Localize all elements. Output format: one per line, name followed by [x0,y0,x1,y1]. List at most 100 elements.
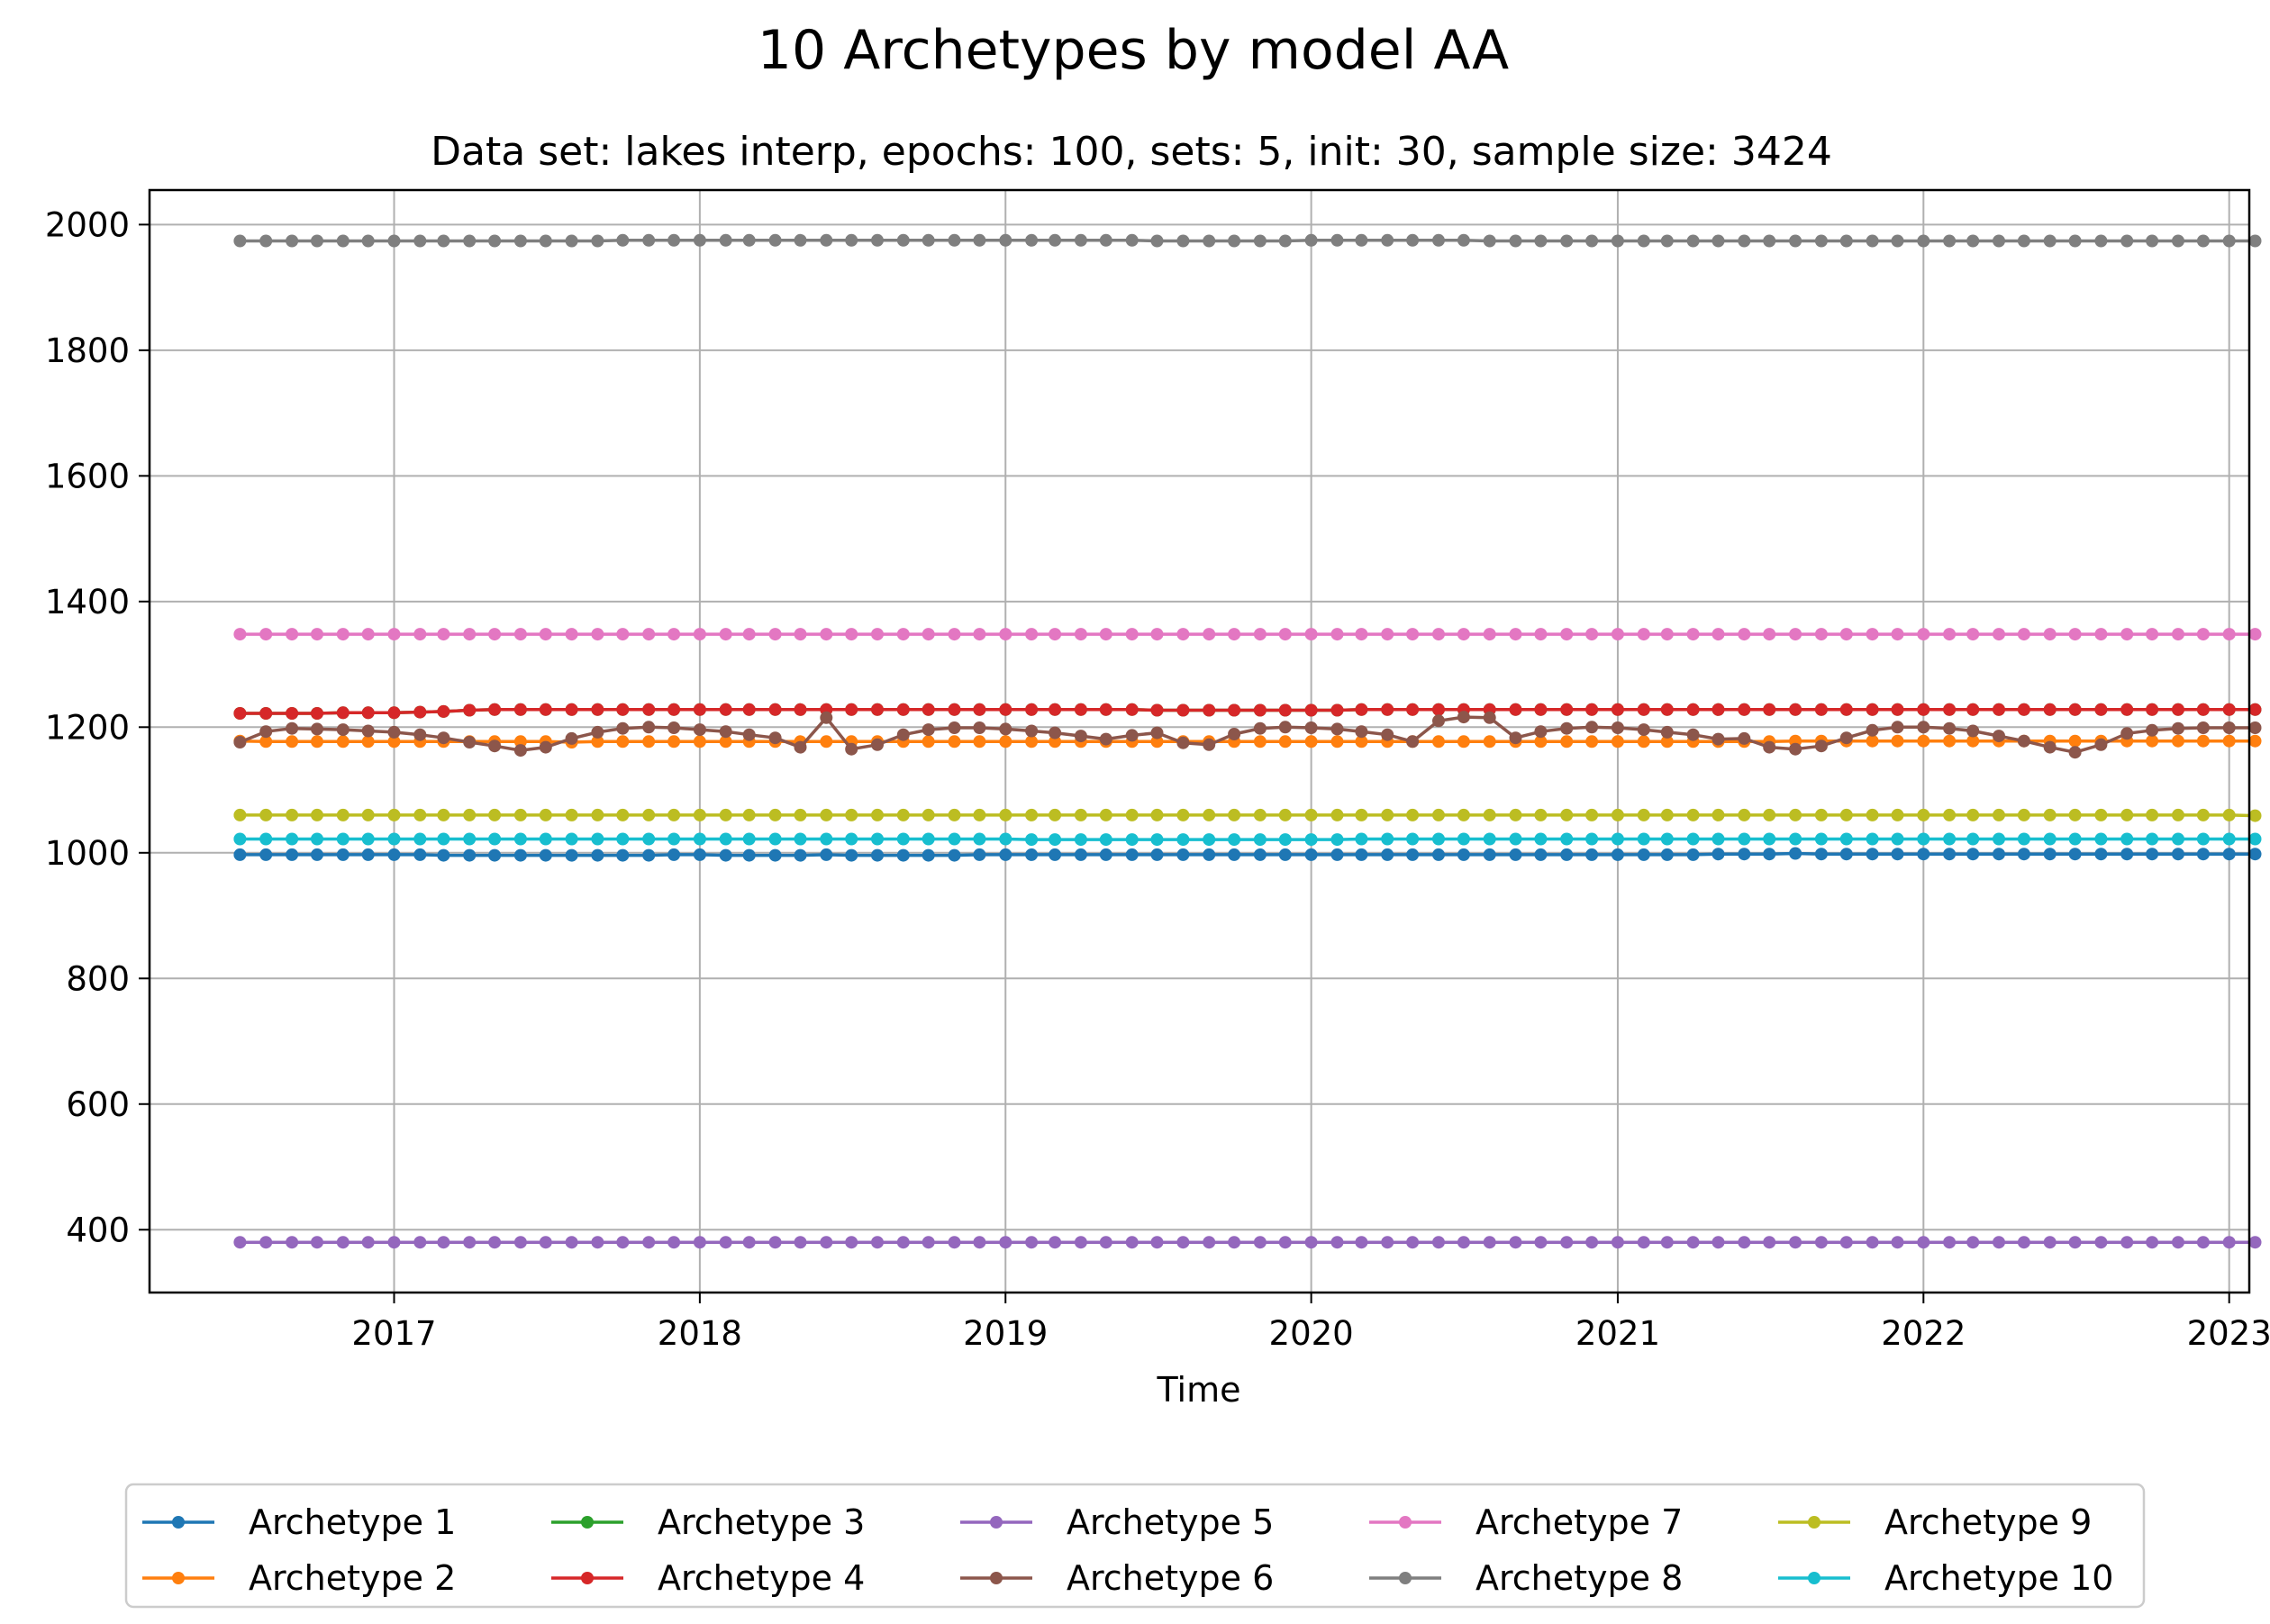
series-7-point-9 [437,628,450,641]
series-6-point-23 [794,740,807,754]
series-5-point-13 [539,1236,552,1249]
series-10-point-75 [2120,832,2134,846]
series-9-point-4 [311,808,323,821]
series-7-point-23 [794,628,807,641]
series-1-point-73 [2068,848,2082,861]
series-1-point-31 [999,848,1012,861]
series-5 [233,1236,2262,1249]
series-7-point-49 [1457,628,1470,641]
series-7-point-70 [1993,628,2005,641]
series-9-point-16 [616,808,630,821]
series-10-point-51 [1509,832,1522,846]
series-4-point-74 [2094,703,2108,716]
series-10-point-57 [1660,832,1674,846]
series-5-point-12 [513,1236,527,1249]
series-1-point-45 [1355,848,1368,861]
series-6-point-75 [2120,727,2134,740]
series-1-point-6 [361,848,375,861]
series-6-point-1 [233,736,247,748]
series-6-point-56 [1637,723,1650,737]
series-7-point-72 [2043,628,2057,641]
series-4-point-46 [1381,703,1394,716]
series-9-point-32 [1025,808,1039,821]
series-7-point-54 [1585,628,1599,641]
series-9-point-54 [1585,808,1599,821]
series-5-point-68 [1943,1236,1957,1249]
series-10-point-70 [1993,832,2005,846]
legend-item-8: Archetype 8 [1369,1558,1683,1598]
series-7-point-32 [1025,628,1039,641]
series-5-point-71 [2017,1236,2030,1249]
series-5-point-9 [437,1236,450,1249]
series-8-point-59 [1712,234,1725,248]
series-4-point-37 [1150,703,1164,717]
series-1-point-34 [1074,848,1087,861]
series-7-point-44 [1330,628,1344,641]
y-tick-label-1000: 1000 [45,834,130,873]
series-2-point-33 [1049,735,1062,748]
series-4-point-26 [871,703,884,716]
series-6-point-73 [2068,746,2082,759]
series-5-point-24 [820,1236,833,1249]
series-5-point-72 [2043,1236,2057,1249]
series-2-point-49 [1457,735,1470,748]
series-6-point-39 [1203,738,1216,751]
series-6-point-41 [1253,721,1267,735]
series-4-point-66 [1891,703,1904,716]
series-6-point-32 [1025,724,1039,738]
series-8-point-51 [1509,234,1522,248]
series-10-point-10 [463,832,477,846]
series-9-point-2 [259,808,273,821]
series-2-point-76 [2146,734,2159,748]
series-6-point-26 [871,738,884,751]
series-9-point-45 [1355,808,1368,821]
series-1-point-55 [1611,848,1624,861]
legend-marker-3 [581,1516,594,1529]
series-10-point-17 [642,832,656,846]
series-6-point-78 [2196,721,2210,734]
series-7-point-24 [820,628,833,641]
series-6-point-46 [1381,728,1394,741]
series-9-point-31 [999,808,1012,821]
series-5-point-77 [2172,1236,2184,1249]
series-10-point-33 [1049,833,1062,847]
series-10-point-14 [565,832,578,846]
series-4-point-5 [336,706,350,720]
series-6-point-40 [1228,728,1241,740]
series-10-point-15 [591,832,604,846]
series-9-point-39 [1203,808,1216,821]
series-8-point-52 [1534,234,1548,248]
series-6-point-69 [1966,724,1980,738]
series-6-point-79 [2222,721,2236,734]
x-tick-label-2018: 2018 [658,1314,742,1353]
series-2-point-53 [1560,735,1574,748]
series-9-point-25 [845,808,858,821]
series-6-point-31 [999,722,1012,736]
series-7-point-75 [2120,628,2134,641]
series-4-point-21 [742,703,756,716]
series-5-point-48 [1432,1236,1445,1249]
series-8-point-41 [1253,234,1267,248]
series-2-point-50 [1483,735,1496,748]
series-4-point-59 [1712,703,1725,716]
series-9-point-76 [2146,808,2159,821]
series-1-point-56 [1637,848,1650,861]
series-9-point-18 [667,808,681,821]
series-8-point-76 [2146,234,2159,248]
series-5-point-44 [1330,1236,1344,1249]
series-7-point-19 [693,628,706,641]
series-2-point-19 [693,735,706,748]
series-8-point-78 [2196,234,2210,248]
series-9-point-22 [768,808,782,821]
series-8-point-65 [1866,234,1879,248]
legend-label-7: Archetype 7 [1476,1502,1683,1542]
series-10-point-48 [1432,832,1445,846]
y-tick-label-600: 600 [66,1085,130,1124]
series-6-point-30 [973,721,986,734]
series-6-point-24 [820,711,833,724]
series-5-point-73 [2068,1236,2082,1249]
series-6-point-72 [2043,740,2057,754]
series-7-point-73 [2068,628,2082,641]
series-9-point-7 [387,808,401,821]
legend-item-4: Archetype 4 [551,1558,865,1598]
